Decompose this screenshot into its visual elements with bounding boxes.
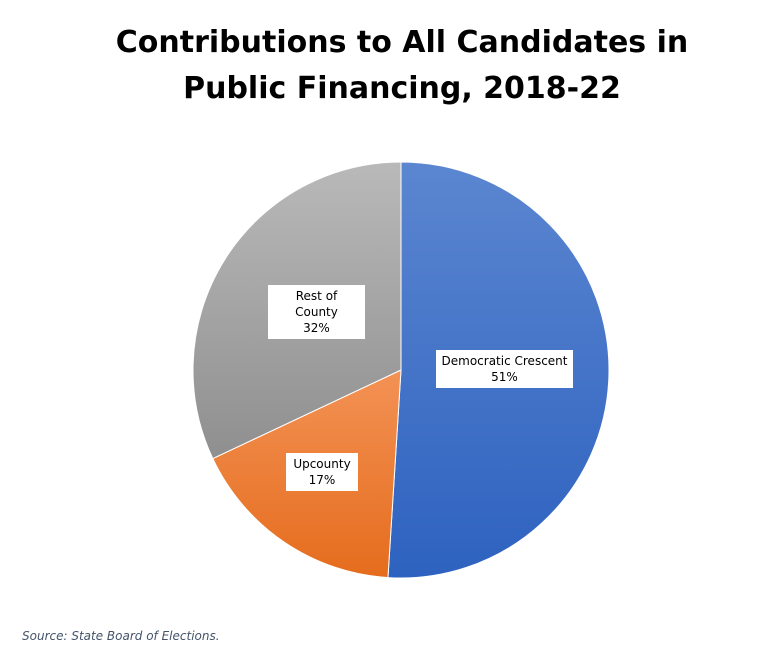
- chart-title-line-1: Contributions to All Candidates in: [115, 25, 689, 60]
- slice-label-value: 17%: [308, 473, 336, 487]
- source-note: Source: State Board of Elections.: [22, 629, 220, 643]
- slice-label-name: Rest of County: [295, 289, 338, 319]
- slice-label-value: 32%: [303, 321, 330, 335]
- slice-label-name: Democratic Crescent: [441, 354, 568, 368]
- chart-title: Contributions to All Candidates in Publi…: [0, 20, 784, 112]
- slice-label-democratic-crescent: Democratic Crescent 51%: [436, 350, 573, 388]
- slice-label-name: Upcounty: [293, 457, 351, 471]
- slice-label-upcounty: Upcounty 17%: [286, 453, 358, 491]
- slice-label-value: 51%: [491, 370, 518, 384]
- chart-title-line-2: Public Financing, 2018-22: [183, 71, 621, 106]
- slice-label-rest-of-county: Rest of County 32%: [268, 285, 365, 339]
